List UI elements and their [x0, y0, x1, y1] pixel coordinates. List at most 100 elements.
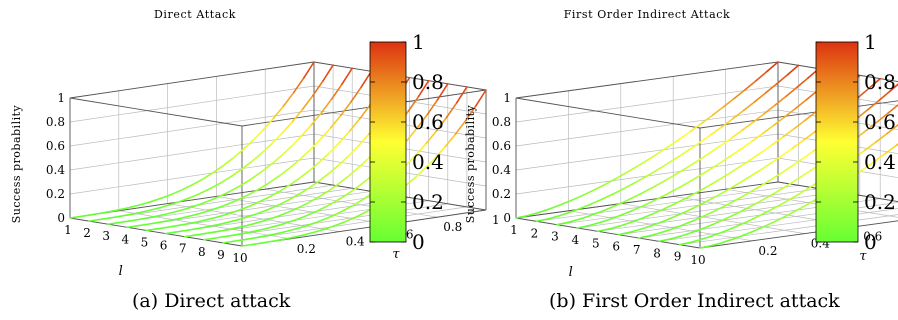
curve-l4-segment — [146, 221, 159, 226]
curve-l4-segment — [696, 169, 710, 178]
curve-l3-segment — [610, 201, 624, 209]
curve-l2-segment — [677, 148, 691, 158]
curve-l5-segment — [145, 228, 158, 232]
y-tick-label: 0.4 — [492, 163, 511, 177]
curve-l3-segment — [556, 221, 569, 226]
curve-l1-segment — [191, 178, 203, 186]
curve-l2-segment — [301, 94, 314, 111]
curve-l6-segment — [715, 189, 729, 197]
curve-l6-segment — [770, 154, 783, 164]
curve-l7-segment — [255, 219, 267, 224]
colorbar — [369, 41, 407, 243]
grid-line — [216, 196, 389, 225]
curve-l7-segment — [703, 209, 716, 217]
colorbar-tick-label: 1 — [864, 30, 877, 54]
curve-l4-segment — [576, 224, 590, 229]
curve-l3-segment — [300, 123, 313, 137]
curve-l9-segment — [689, 238, 703, 244]
curve-l3-segment — [310, 111, 323, 126]
curve-l2-segment — [601, 193, 614, 201]
curve-l5-segment — [298, 170, 310, 180]
curve-l2-segment — [644, 169, 658, 178]
curve-l1-segment — [657, 145, 670, 155]
curve-l8-segment — [324, 200, 337, 208]
curve-l5-segment — [607, 225, 621, 230]
curve-l6-segment — [672, 211, 685, 219]
curve-l7-segment — [417, 79, 430, 98]
curve-l7-segment — [407, 95, 420, 113]
curve-l8-segment — [865, 120, 879, 132]
curve-l2-segment — [108, 215, 121, 219]
x-tick-label: 9 — [674, 250, 682, 264]
curve-l5-segment — [359, 104, 371, 120]
x-tick-label: 6 — [160, 239, 168, 253]
curve-l7-segment — [648, 231, 662, 237]
curve-l10-segment — [251, 242, 264, 246]
curve-l9-segment — [755, 211, 768, 219]
curve-l6-segment — [726, 182, 740, 191]
curve-l4-segment — [773, 116, 786, 127]
box-edge — [515, 217, 701, 249]
curve-l4-segment — [729, 148, 742, 158]
curve-l1-segment — [537, 208, 550, 214]
curve-l1-segment — [303, 61, 315, 79]
colorbar-tick-label: 0.4 — [864, 150, 896, 174]
curve-l10-segment — [322, 225, 335, 231]
curve-l4-segment — [258, 181, 271, 190]
colorbar-tick-label: 0.4 — [412, 150, 444, 174]
curve-l4-segment — [794, 98, 808, 110]
curve-l10-segment — [414, 167, 426, 179]
curve-l2-segment — [128, 211, 141, 216]
curve-l5-segment — [749, 151, 763, 161]
curve-l7-segment — [275, 212, 288, 218]
curve-l6-segment — [276, 199, 289, 207]
curve-l10-segment — [753, 225, 767, 232]
curve-l4-segment — [289, 158, 301, 169]
curve-l3-segment — [665, 172, 678, 181]
curve-l1-segment — [272, 105, 285, 120]
x-tick-label: 8 — [653, 246, 661, 260]
curve-l10-segment — [271, 238, 284, 243]
x-tick-label: 2 — [83, 226, 91, 240]
curve-l1-segment — [526, 211, 539, 217]
curve-l3-segment — [621, 196, 635, 204]
curve-l2-segment — [688, 141, 701, 151]
curve-l9-segment — [344, 203, 356, 211]
curve-l5-segment — [738, 158, 752, 168]
colorbar-tick-label: 0.2 — [864, 190, 896, 214]
curve-l1-segment — [569, 195, 583, 202]
curve-l4-segment — [707, 162, 721, 172]
curve-l3-segment — [270, 155, 282, 166]
curve-l8-segment — [406, 127, 419, 142]
curve-l4-segment — [238, 193, 251, 201]
curve-l1-segment — [580, 189, 594, 197]
curve-l1-segment — [678, 130, 692, 140]
curve-l2-segment — [633, 175, 647, 184]
curve-l2-segment — [732, 109, 745, 120]
curve-l3-segment — [188, 203, 201, 209]
x-tick-label: 9 — [217, 248, 225, 262]
grid-line — [515, 109, 779, 147]
curve-l8-segment — [778, 182, 791, 192]
curve-l9-segment — [733, 221, 746, 229]
curve-l1-segment — [79, 214, 92, 218]
curve-l1-segment — [170, 189, 183, 196]
curve-l5-segment — [793, 119, 806, 130]
curve-l3-segment — [567, 218, 580, 224]
curve-l5-segment — [277, 184, 290, 193]
curve-l5-segment — [771, 135, 785, 146]
curve-l8-segment — [233, 232, 246, 236]
box-edge — [777, 61, 898, 83]
y-tick-label: 0.6 — [492, 139, 511, 153]
curve-l6-segment — [803, 131, 816, 141]
curve-l4-segment — [663, 188, 677, 197]
curve-l6-segment — [639, 225, 652, 231]
curve-l8-segment — [723, 213, 737, 221]
curve-l8-segment — [284, 219, 297, 225]
curve-l3-segment — [178, 206, 191, 212]
curve-l7-segment — [244, 222, 257, 227]
curve-l7-segment — [224, 227, 237, 231]
curve-l6-segment — [868, 77, 882, 89]
box-edge — [515, 181, 779, 219]
curve-l1-segment — [700, 114, 714, 125]
